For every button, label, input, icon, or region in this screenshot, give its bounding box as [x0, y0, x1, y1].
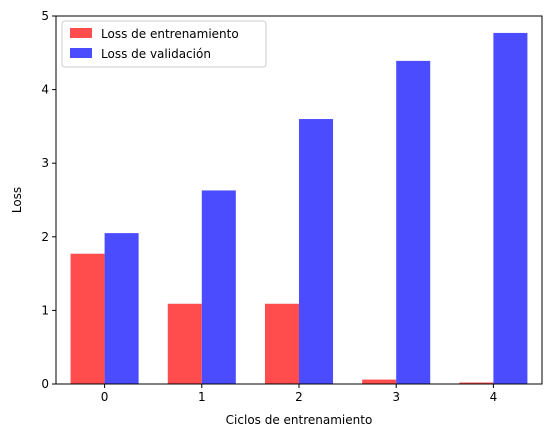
bar-entrenamiento-2: [264, 303, 299, 384]
legend-swatch-validacion: [70, 48, 92, 58]
bar-entrenamiento-3: [362, 379, 397, 384]
y-axis-label: Loss: [10, 187, 24, 213]
bar-validacion-1: [201, 190, 236, 384]
bars-group: [70, 32, 528, 385]
y-tick-label: 5: [41, 9, 49, 23]
legend-label-entrenamiento: Loss de entrenamiento: [101, 27, 239, 41]
x-axis-ticks: 0 1 2 3 4: [101, 384, 497, 404]
x-tick-label: 1: [198, 390, 206, 404]
legend-swatch-entrenamiento: [70, 28, 92, 38]
y-axis-ticks: 0 1 2 3 4 5: [41, 9, 56, 391]
bar-entrenamiento-0: [70, 253, 105, 384]
y-tick-label: 3: [41, 156, 49, 170]
y-tick-label: 0: [41, 377, 49, 391]
bar-entrenamiento-4: [459, 382, 494, 384]
bar-validacion-2: [299, 119, 334, 384]
x-tick-label: 3: [392, 390, 400, 404]
legend-box: [61, 20, 267, 68]
y-tick-label: 4: [41, 83, 49, 97]
bar-validacion-3: [396, 60, 431, 385]
legend: Loss de entrenamiento Loss de validación: [61, 20, 267, 68]
x-tick-label: 2: [295, 390, 303, 404]
y-tick-label: 2: [41, 230, 49, 244]
bar-entrenamiento-1: [167, 303, 202, 384]
x-tick-label: 0: [101, 390, 109, 404]
bar-validacion-0: [104, 233, 139, 384]
y-tick-label: 1: [41, 303, 49, 317]
bar-validacion-4: [493, 32, 528, 384]
legend-label-validacion: Loss de validación: [101, 47, 211, 61]
x-tick-label: 4: [490, 390, 498, 404]
x-axis-label: Ciclos de entrenamiento: [226, 413, 373, 427]
